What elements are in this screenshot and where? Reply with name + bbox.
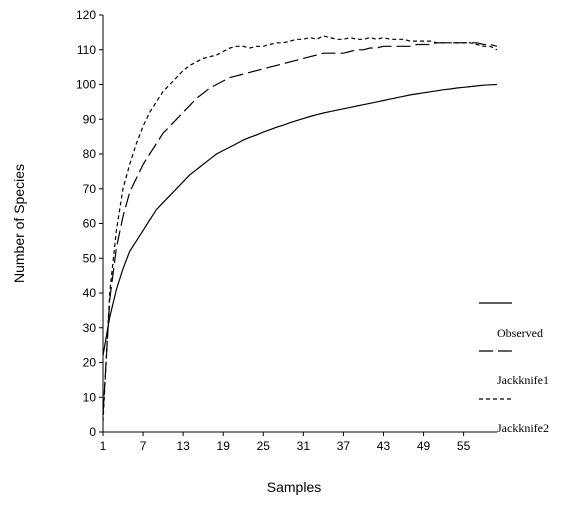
series-layer [102, 35, 498, 422]
x-tick-label: 7 [140, 439, 147, 453]
legend-label-jackknife2: Jackknife2 [497, 421, 549, 435]
axes: 0 10 20 30 40 50 60 70 80 90 100 110 120 1 7 13 19 25 31 37… [76, 8, 497, 453]
x-tick-label: 25 [257, 439, 271, 453]
x-axis-label: Samples [267, 479, 321, 495]
y-tick-label: 110 [77, 43, 96, 57]
x-tick-label: 1 [100, 439, 107, 453]
y-tick-label: 90 [83, 112, 97, 126]
y-tick-label: 60 [83, 217, 97, 231]
y-tick-label: 10 [83, 390, 97, 404]
x-tick-label: 55 [457, 439, 471, 453]
series-line-observed [102, 83, 498, 356]
y-tick-label: 70 [83, 182, 97, 196]
y-axis-label: Number of Species [11, 164, 27, 283]
series-line-jackknife1 [102, 42, 498, 415]
y-tick-label: 0 [89, 425, 96, 439]
x-tick-label: 43 [377, 439, 391, 453]
legend: Observed Jackknife1 Jackknife2 [479, 302, 549, 435]
y-tick-label: 100 [76, 78, 96, 92]
x-tick-label: 37 [337, 439, 351, 453]
y-tick-label: 30 [83, 321, 97, 335]
y-tick-label: 120 [76, 8, 96, 22]
x-tick-label: 13 [176, 439, 190, 453]
y-tick-label: 20 [83, 356, 97, 370]
x-tick-label: 49 [417, 439, 431, 453]
y-tick-label: 80 [83, 147, 97, 161]
legend-label-jackknife1: Jackknife1 [497, 373, 549, 387]
x-tick-label: 31 [297, 439, 311, 453]
x-tick-label: 19 [217, 439, 231, 453]
legend-label-observed: Observed [497, 326, 543, 340]
y-tick-label: 40 [83, 286, 97, 300]
y-tick-label: 50 [83, 251, 97, 265]
series-line-jackknife2 [102, 35, 498, 422]
